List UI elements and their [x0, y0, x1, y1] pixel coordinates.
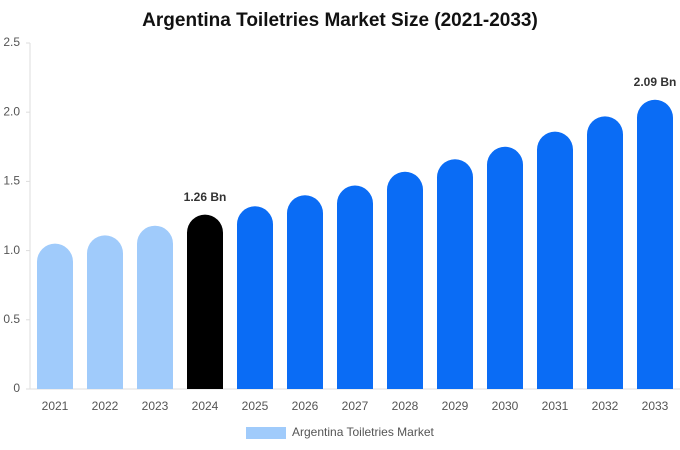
x-tick-label: 2026 [292, 399, 319, 413]
chart-title: Argentina Toiletries Market Size (2021-2… [142, 10, 538, 31]
bar [87, 235, 123, 389]
y-tick-label: 1.0 [3, 243, 20, 257]
bar [637, 99, 673, 389]
x-tick-label: 2022 [92, 399, 119, 413]
y-tick-label: 2.0 [3, 104, 20, 118]
x-tick-label: 2032 [592, 399, 619, 413]
y-tick-label: 2.5 [3, 35, 20, 49]
x-tick-label: 2021 [42, 399, 69, 413]
x-tick-label: 2030 [492, 399, 519, 413]
x-tick-label: 2024 [192, 399, 219, 413]
x-tick-label: 2028 [392, 399, 419, 413]
y-tick-label: 0.5 [3, 312, 20, 326]
bar [37, 243, 73, 389]
y-tick-label: 1.5 [3, 174, 20, 188]
bar [337, 185, 373, 389]
bar [587, 116, 623, 390]
x-tick-label: 2031 [542, 399, 569, 413]
bar [437, 159, 473, 389]
bar [537, 131, 573, 390]
bar [487, 146, 523, 389]
y-tick-label: 0 [13, 381, 20, 395]
x-tick-label: 2033 [642, 399, 669, 413]
legend-label: Argentina Toiletries Market [292, 425, 435, 439]
bar [137, 225, 173, 389]
bar [237, 206, 273, 389]
x-tick-label: 2029 [442, 399, 469, 413]
legend-swatch [246, 427, 286, 439]
x-tick-label: 2025 [242, 399, 269, 413]
bar [187, 214, 223, 389]
x-tick-label: 2023 [142, 399, 169, 413]
bar [387, 171, 423, 389]
bar [287, 195, 323, 389]
data-label: 1.26 Bn [184, 190, 227, 204]
x-tick-label: 2027 [342, 399, 369, 413]
data-label: 2.09 Bn [634, 75, 677, 89]
